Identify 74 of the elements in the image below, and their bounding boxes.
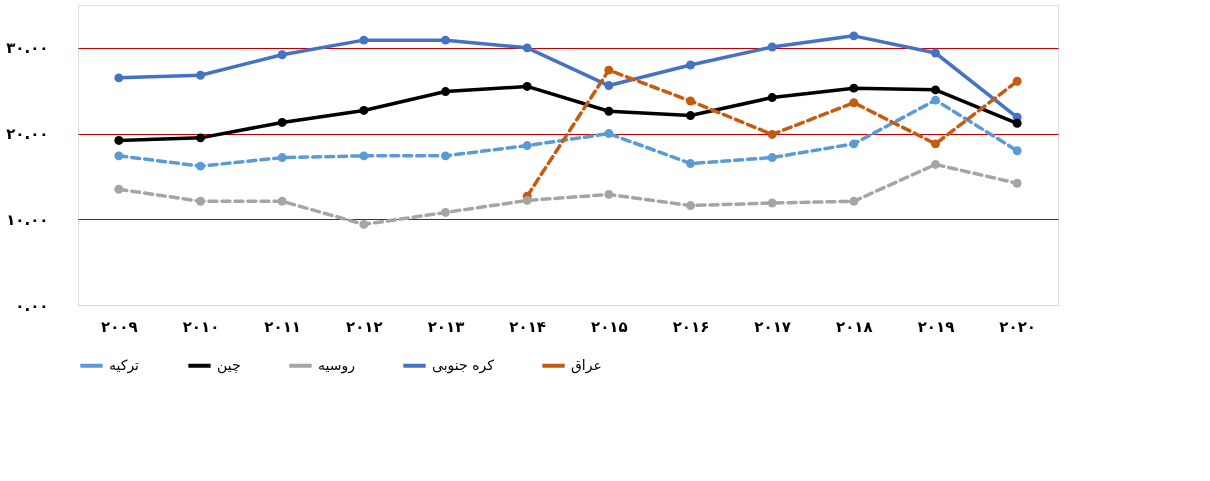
- legend-label: چین: [217, 356, 241, 374]
- point: [522, 43, 532, 53]
- point: [277, 50, 287, 60]
- y-tick-label: ۱۰.۰۰: [6, 210, 49, 229]
- point: [931, 85, 940, 95]
- point: [767, 42, 777, 52]
- point: [277, 196, 287, 206]
- point: [441, 87, 450, 97]
- point: [522, 195, 532, 205]
- point: [359, 219, 369, 229]
- point: [604, 106, 614, 116]
- point: [196, 70, 205, 80]
- point: [522, 81, 532, 91]
- x-tick-label: ۲۰۱۷: [754, 317, 791, 336]
- point: [277, 117, 287, 127]
- point: [277, 153, 287, 163]
- point: [359, 35, 369, 45]
- point: [849, 31, 859, 41]
- point: [1012, 178, 1022, 188]
- point: [114, 151, 124, 161]
- point: [114, 135, 124, 145]
- point: [849, 139, 859, 149]
- point: [441, 151, 450, 161]
- point: [686, 111, 695, 121]
- point: [849, 83, 859, 93]
- y-tick-label: ۳۰.۰۰: [6, 39, 49, 58]
- point: [604, 65, 614, 75]
- point: [686, 159, 695, 169]
- x-tick-label: ۲۰۱۳: [427, 317, 465, 336]
- legend-label: ترکیه: [109, 356, 140, 374]
- y-tick-label: ۰.۰۰: [15, 296, 49, 315]
- point: [441, 207, 450, 217]
- x-tick-label: ۲۰۱۶: [672, 317, 710, 336]
- point: [114, 184, 124, 194]
- point: [849, 196, 859, 206]
- legend-label: عراق: [571, 356, 602, 374]
- point: [604, 129, 614, 139]
- point: [196, 196, 205, 206]
- point: [686, 60, 695, 70]
- point: [767, 93, 777, 103]
- point: [767, 129, 777, 139]
- point: [359, 151, 369, 161]
- x-tick-label: ۲۰۱۴: [509, 317, 546, 336]
- point: [604, 189, 614, 199]
- point: [196, 161, 205, 171]
- point: [359, 105, 369, 115]
- x-tick-label: ۲۰۱۹: [917, 317, 955, 336]
- point: [767, 153, 777, 163]
- point: [849, 98, 859, 108]
- point: [1012, 146, 1022, 156]
- point: [196, 133, 205, 143]
- point: [441, 35, 450, 45]
- y-tick-label: ۲۰.۰۰: [6, 125, 49, 144]
- x-tick-label: ۲۰۲۰: [999, 317, 1036, 336]
- x-tick-label: ۲۰۱۰: [182, 317, 220, 336]
- point: [686, 201, 695, 211]
- point: [1012, 118, 1022, 128]
- x-tick-label: ۲۰۱۲: [346, 317, 383, 336]
- x-tick-label: ۲۰۰۹: [101, 317, 138, 336]
- point: [767, 198, 777, 208]
- point: [114, 73, 124, 83]
- legend-label: روسیه: [318, 356, 355, 374]
- point: [931, 139, 940, 149]
- x-tick-label: ۲۰۱۸: [836, 317, 873, 336]
- point: [604, 81, 614, 91]
- x-tick-label: ۲۰۱۱: [264, 317, 301, 336]
- point: [931, 48, 940, 58]
- point: [1012, 76, 1022, 86]
- point: [686, 96, 695, 106]
- x-tick-label: ۲۰۱۵: [591, 317, 628, 336]
- point: [931, 159, 940, 169]
- legend-label: کره جنوبی: [432, 356, 495, 374]
- point: [522, 141, 532, 151]
- point: [931, 95, 940, 105]
